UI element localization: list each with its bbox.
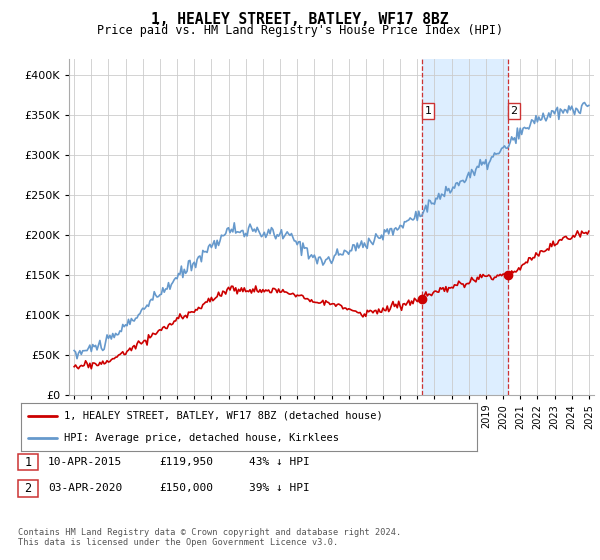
- Text: 43% ↓ HPI: 43% ↓ HPI: [249, 457, 310, 467]
- Text: Price paid vs. HM Land Registry's House Price Index (HPI): Price paid vs. HM Land Registry's House …: [97, 24, 503, 37]
- Text: This data is licensed under the Open Government Licence v3.0.: This data is licensed under the Open Gov…: [18, 538, 338, 547]
- Text: 1: 1: [425, 106, 431, 116]
- Text: 39% ↓ HPI: 39% ↓ HPI: [249, 483, 310, 493]
- Text: £119,950: £119,950: [159, 457, 213, 467]
- Text: Contains HM Land Registry data © Crown copyright and database right 2024.: Contains HM Land Registry data © Crown c…: [18, 528, 401, 536]
- Text: 1: 1: [25, 455, 31, 469]
- Text: £150,000: £150,000: [159, 483, 213, 493]
- Text: 2: 2: [511, 106, 517, 116]
- Bar: [422, 59, 508, 395]
- Text: 1, HEALEY STREET, BATLEY, WF17 8BZ: 1, HEALEY STREET, BATLEY, WF17 8BZ: [151, 12, 449, 27]
- Text: 2: 2: [25, 482, 31, 495]
- Text: 03-APR-2020: 03-APR-2020: [48, 483, 122, 493]
- Text: 1, HEALEY STREET, BATLEY, WF17 8BZ (detached house): 1, HEALEY STREET, BATLEY, WF17 8BZ (deta…: [64, 410, 383, 421]
- Text: 10-APR-2015: 10-APR-2015: [48, 457, 122, 467]
- Text: HPI: Average price, detached house, Kirklees: HPI: Average price, detached house, Kirk…: [64, 433, 340, 444]
